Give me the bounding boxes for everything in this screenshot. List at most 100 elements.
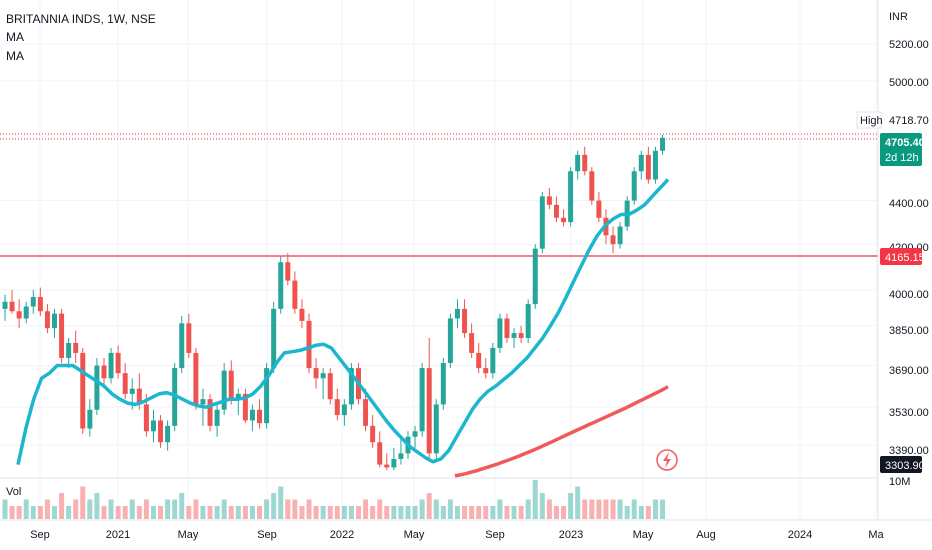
volume-bar [511,506,517,519]
symbol-title[interactable]: BRITANNIA INDS, 1W, NSE [6,12,156,26]
candle-body [440,362,446,405]
candle-body [108,352,114,379]
volume-bar [16,506,22,519]
candle-body [228,370,234,400]
candle-body [476,352,482,369]
volume-bar [150,506,156,519]
candle-body [447,318,453,363]
candle-body [143,404,149,432]
candle-body [638,154,644,172]
candle-body [2,301,8,309]
candle-body [596,200,602,218]
volume-bar [363,499,369,519]
time-tick-label: May [633,529,654,541]
volume-bar [575,486,581,519]
candle-body [179,323,185,369]
candle-body [568,171,574,223]
volume-bar [221,499,227,519]
low-price-value: 3303.90 [885,460,925,472]
candle-body [582,154,588,172]
candle-body [186,323,192,353]
currency-label: INR [889,11,908,23]
candle-body [299,308,305,321]
volume-bar [384,506,390,519]
volume-bar [645,506,651,519]
candle-body [525,304,531,339]
volume-bar [73,499,79,519]
volume-bar [624,506,630,519]
volume-bar [143,499,149,519]
candle-body [66,342,72,358]
volume-bar [122,506,128,519]
volume-bar [348,506,354,519]
candle-body [454,308,460,319]
volume-bar [292,499,298,519]
volume-bar [186,506,192,519]
candle-body [129,388,135,394]
candle-body [235,393,241,400]
price-scale[interactable]: INR 5200.00 5000.00 4400.00 4200.00 4000… [889,11,929,488]
volume-bar [419,499,425,519]
volume-bar [80,486,86,519]
candle-body [278,262,284,309]
time-tick-label: May [178,529,199,541]
price-tick: 3850.00 [889,325,929,337]
candle-body [285,262,291,281]
candle-body [504,318,510,339]
volume-bar [546,499,552,519]
volume-bar [158,506,164,519]
candle-body [80,352,86,429]
high-value: 4718.70 [889,115,929,127]
candle-body [645,154,651,180]
volume-bar [589,499,595,519]
volume-bar [271,493,277,519]
candle-body [214,409,220,426]
candle-body [483,368,489,374]
last-price-value: 4705.40 [885,137,925,149]
volume-bar [447,499,453,519]
lightning-icon[interactable] [656,449,678,471]
candle-body [73,342,79,353]
candle-body [391,458,397,468]
candle-body [462,308,468,334]
candle-body [617,226,623,245]
candle-body [207,399,213,426]
price-tick: 5200.00 [889,39,929,51]
volume-bar [51,506,57,519]
volume-bar [2,499,8,519]
candle-body [490,347,496,374]
candle-body [398,453,404,459]
candle-body [320,373,326,379]
ma-indicator-2[interactable]: MA [6,49,24,63]
volume-bar [617,499,623,519]
volume-bar [214,506,220,519]
volume-bar [532,480,538,519]
candle-body [23,306,29,319]
volume-bar [518,506,524,519]
candle-body [136,388,142,405]
time-tick-label: Sep [485,529,505,541]
volume-bar [327,506,333,519]
bar-countdown: 2d 12h [885,152,919,164]
candle-body [150,420,156,432]
time-tick-label: 2022 [330,529,354,541]
moving-averages [16,178,670,478]
ma-indicator-1[interactable]: MA [6,30,24,44]
candle-body [660,137,666,151]
candle-body [384,464,390,468]
candle-body [158,420,164,443]
time-scale[interactable]: Sep 2021 May Sep 2022 May Sep 2023 May Aug 2024 Ma [30,529,884,541]
volume-bar [652,499,658,519]
volume-bar [596,499,602,519]
volume-bar [462,506,468,519]
candle-body [271,308,277,369]
volume-bar [23,499,29,519]
candle-body [575,154,581,172]
candle-body [264,368,270,424]
candle-body [589,171,595,201]
volume-bar [603,499,609,519]
candle-body [652,150,658,180]
volume-bar [504,506,510,519]
volume-bar [539,493,545,519]
